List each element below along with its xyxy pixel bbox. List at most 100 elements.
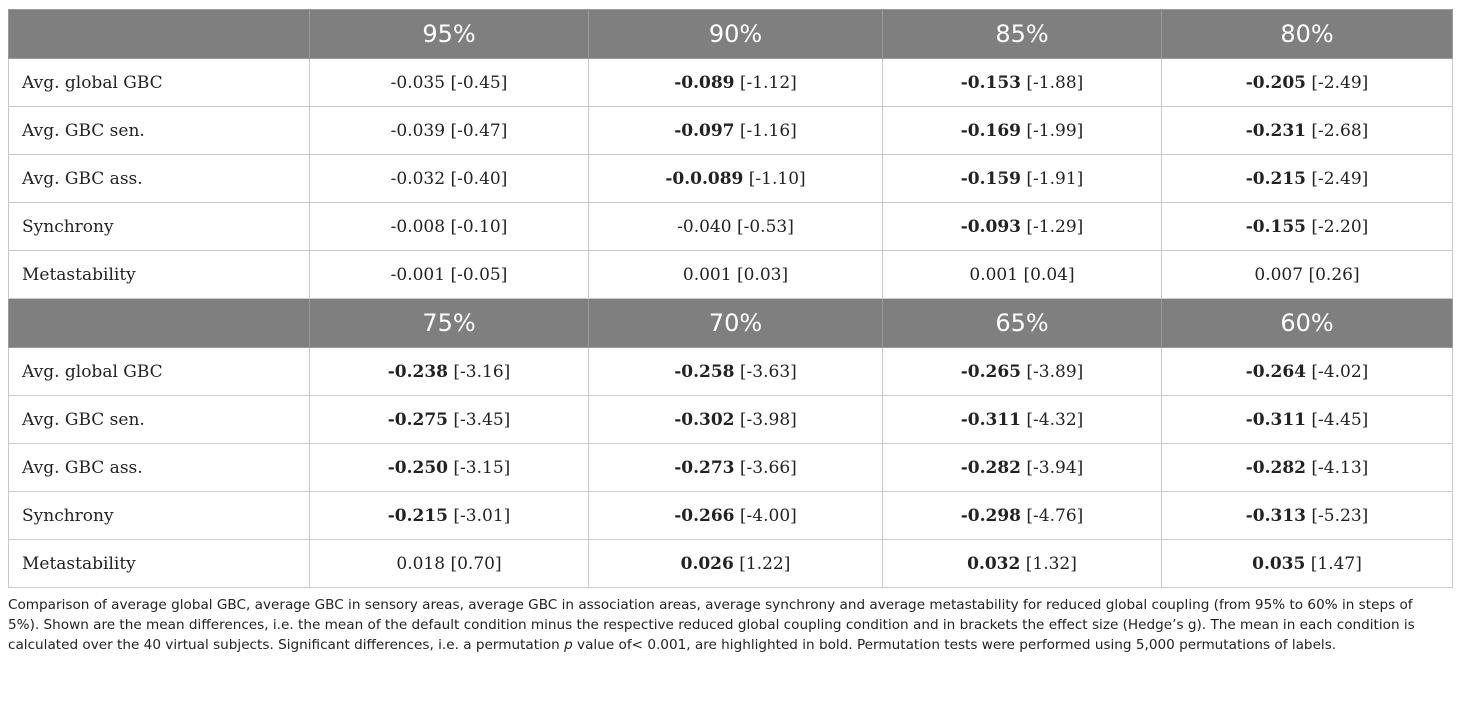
effect-size: [-5.23] [1311, 505, 1369, 526]
effect-size: [-4.13] [1311, 457, 1369, 478]
table-row: Avg. GBC ass. -0.032 [-0.40] -0.0.089 [-1.… [8, 154, 1453, 203]
effect-size: [-4.45] [1311, 409, 1369, 430]
table-caption: Comparison of average global GBC, averag… [8, 595, 1448, 655]
column-header: 85% [882, 9, 1162, 59]
column-header: 90% [588, 9, 883, 59]
table-cell: -0.093 [-1.29] [882, 202, 1162, 251]
table-cell: -0.097 [-1.16] [588, 106, 883, 155]
mean-difference: -0.238 [387, 361, 448, 382]
effect-size: [1.22] [739, 553, 791, 574]
mean-difference: -0.215 [387, 505, 448, 526]
effect-size: [-0.53] [736, 216, 794, 237]
table-row: Synchrony -0.215 [-3.01] -0.266 [-4.00] -0.… [8, 491, 1453, 540]
mean-difference: -0.169 [960, 120, 1021, 141]
mean-difference: -0.298 [960, 505, 1021, 526]
table-row: Synchrony -0.008 [-0.10] -0.040 [-0.53] -0.… [8, 202, 1453, 251]
mean-difference: -0.311 [1245, 409, 1306, 430]
row-label: Avg. GBC ass. [8, 154, 310, 203]
table-cell: -0.039 [-0.47] [309, 106, 589, 155]
effect-size: [-0.47] [450, 120, 508, 141]
effect-size: [-0.40] [450, 168, 508, 189]
results-table-body: 95% 90% 85% 80% Avg. global GBC -0.035 [-0.45… [8, 9, 1453, 588]
mean-difference: -0.302 [674, 409, 735, 430]
effect-size: [-4.32] [1026, 409, 1084, 430]
mean-difference: -0.001 [390, 264, 446, 285]
document: 95% 90% 85% 80% Avg. global GBC -0.035 [-0.45… [8, 9, 1453, 669]
effect-size: [-3.45] [453, 409, 511, 430]
effect-size: [-3.66] [739, 457, 797, 478]
row-label: Avg. global GBC [8, 58, 310, 107]
mean-difference: -0.153 [960, 72, 1021, 93]
effect-size: [-4.76] [1026, 505, 1084, 526]
effect-size: [-3.16] [453, 361, 511, 382]
table-cell: -0.298 [-4.76] [882, 491, 1162, 540]
effect-size: [-3.01] [453, 505, 511, 526]
mean-difference: -0.215 [1245, 168, 1306, 189]
table-cell: -0.311 [-4.32] [882, 395, 1162, 444]
effect-size: [-3.63] [739, 361, 797, 382]
effect-size: [-4.00] [739, 505, 797, 526]
table-cell: -0.282 [-3.94] [882, 443, 1162, 492]
effect-size: [-3.89] [1026, 361, 1084, 382]
row-label: Avg. GBC sen. [8, 395, 310, 444]
effect-size: [-0.05] [450, 264, 508, 285]
table-cell: -0.205 [-2.49] [1161, 58, 1453, 107]
table-cell: 0.018 [0.70] [309, 539, 589, 588]
effect-size: [-4.02] [1311, 361, 1369, 382]
mean-difference: -0.265 [960, 361, 1021, 382]
table-cell: -0.159 [-1.91] [882, 154, 1162, 203]
table-row: Avg. GBC ass. -0.250 [-3.15] -0.273 [-3.66… [8, 443, 1453, 492]
effect-size: [-1.91] [1026, 168, 1084, 189]
effect-size: [-3.94] [1026, 457, 1084, 478]
mean-difference: 0.026 [680, 553, 734, 574]
mean-difference: -0.273 [674, 457, 735, 478]
table-cell: -0.282 [-4.13] [1161, 443, 1453, 492]
effect-size: [1.47] [1310, 553, 1362, 574]
table-cell: 0.026 [1.22] [588, 539, 883, 588]
mean-difference: -0.089 [674, 72, 735, 93]
effect-size: [-1.29] [1026, 216, 1084, 237]
mean-difference: -0.258 [674, 361, 735, 382]
table-cell: -0.169 [-1.99] [882, 106, 1162, 155]
table-cell: -0.250 [-3.15] [309, 443, 589, 492]
header-row: 95% 90% 85% 80% [8, 9, 1453, 59]
table-cell: -0.0.089 [-1.10] [588, 154, 883, 203]
table-cell: -0.231 [-2.68] [1161, 106, 1453, 155]
header-blank-cell [8, 9, 310, 59]
mean-difference: -0.040 [677, 216, 732, 237]
effect-size: [0.04] [1023, 264, 1075, 285]
table-row: Avg. global GBC -0.035 [-0.45] -0.089 [-1.… [8, 58, 1453, 107]
effect-size: [0.26] [1308, 264, 1360, 285]
mean-difference: -0.0.089 [665, 168, 744, 189]
column-header: 65% [882, 298, 1162, 348]
table-cell: 0.001 [0.03] [588, 250, 883, 299]
effect-size: [-1.99] [1026, 120, 1084, 141]
mean-difference: -0.155 [1245, 216, 1306, 237]
effect-size: [0.70] [450, 553, 502, 574]
effect-size: [-3.15] [453, 457, 511, 478]
table-cell: -0.008 [-0.10] [309, 202, 589, 251]
table-row: Avg. global GBC -0.238 [-3.16] -0.258 [-3.… [8, 347, 1453, 396]
mean-difference: -0.093 [960, 216, 1021, 237]
row-label: Synchrony [8, 491, 310, 540]
effect-size: [-3.98] [739, 409, 797, 430]
table-cell: -0.313 [-5.23] [1161, 491, 1453, 540]
column-header: 70% [588, 298, 883, 348]
effect-size: [-1.16] [739, 120, 797, 141]
table-cell: -0.089 [-1.12] [588, 58, 883, 107]
mean-difference: -0.311 [960, 409, 1021, 430]
table-cell: -0.273 [-3.66] [588, 443, 883, 492]
table-cell: 0.001 [0.04] [882, 250, 1162, 299]
table-row: Metastability 0.018 [0.70] 0.026 [1.22] 0.0… [8, 539, 1453, 588]
mean-difference: -0.097 [674, 120, 735, 141]
table-cell: -0.302 [-3.98] [588, 395, 883, 444]
table-cell: -0.040 [-0.53] [588, 202, 883, 251]
row-label: Avg. global GBC [8, 347, 310, 396]
row-label: Metastability [8, 539, 310, 588]
table-row: Metastability -0.001 [-0.05] 0.001 [0.03] 0… [8, 250, 1453, 299]
column-header: 75% [309, 298, 589, 348]
column-header: 60% [1161, 298, 1453, 348]
effect-size: [-2.49] [1311, 72, 1369, 93]
table-cell: 0.035 [1.47] [1161, 539, 1453, 588]
effect-size: [-1.12] [739, 72, 797, 93]
